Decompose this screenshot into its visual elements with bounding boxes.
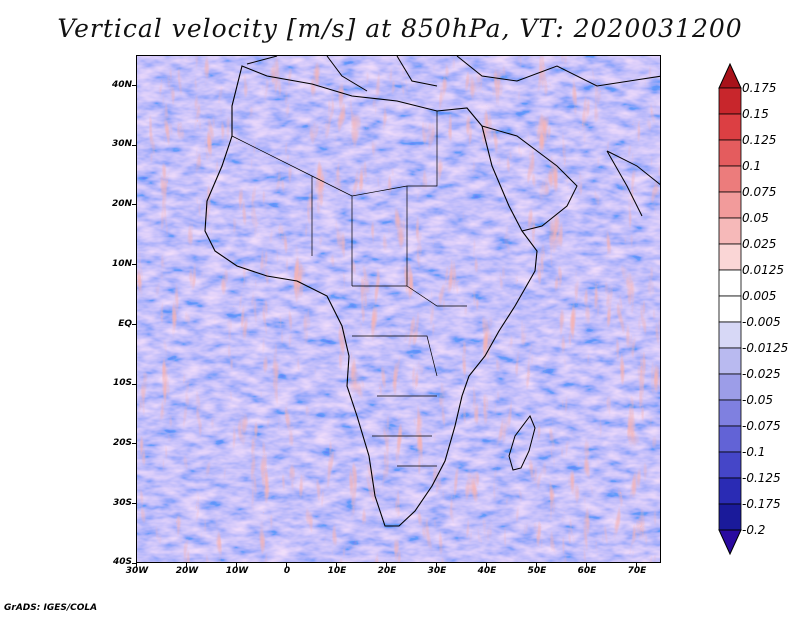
colorbar-label: 0.025 bbox=[742, 237, 777, 251]
lon-tick-mark bbox=[236, 563, 237, 567]
lat-tick-mark bbox=[132, 145, 136, 146]
colorbar-bin bbox=[718, 87, 742, 115]
lon-tick-mark bbox=[136, 563, 137, 567]
lon-tick-mark bbox=[336, 563, 337, 567]
vertical-velocity-field bbox=[137, 56, 660, 562]
lat-tick-mark bbox=[132, 264, 136, 265]
colorbar-bin bbox=[718, 399, 742, 427]
country-borders bbox=[231, 111, 467, 467]
lon-tick-mark bbox=[386, 563, 387, 567]
lon-tick-label: 20E bbox=[377, 566, 397, 576]
colorbar-label: -0.0125 bbox=[742, 341, 789, 355]
lon-tick-mark bbox=[586, 563, 587, 567]
colorbar-bin bbox=[718, 139, 742, 167]
lon-tick-mark bbox=[636, 563, 637, 567]
grads-credit: GrADS: IGES/COLA bbox=[4, 603, 98, 613]
lat-tick-mark bbox=[132, 204, 136, 205]
lat-tick-label: 20S bbox=[112, 438, 132, 448]
colorbar-bin bbox=[718, 321, 742, 349]
lat-tick-label: 40N bbox=[111, 80, 132, 90]
india-outline bbox=[606, 150, 660, 217]
map-title: Vertical velocity [m/s] at 850hPa, VT: 2… bbox=[57, 14, 743, 43]
lon-tick-label: 30E bbox=[427, 566, 447, 576]
colorbar-label: -0.005 bbox=[742, 315, 781, 329]
lat-tick-mark bbox=[132, 563, 136, 564]
colorbar-bin bbox=[718, 451, 742, 479]
lon-tick-label: 40E bbox=[477, 566, 497, 576]
colorbar-bin bbox=[718, 503, 742, 531]
colorbar-label: -0.2 bbox=[742, 523, 766, 537]
colorbar-label: 0.075 bbox=[742, 185, 777, 199]
colorbar-arrow-top bbox=[718, 62, 742, 89]
lon-tick-label: 60E bbox=[577, 566, 597, 576]
africa-coastline bbox=[204, 65, 538, 527]
madagascar-outline bbox=[508, 415, 536, 471]
colorbar-bin bbox=[718, 243, 742, 271]
lon-tick-label: 50E bbox=[527, 566, 547, 576]
colorbar-label: 0.125 bbox=[742, 133, 777, 147]
colorbar-bin bbox=[718, 217, 742, 245]
lat-tick-label: 20N bbox=[111, 199, 132, 209]
colorbar-label: 0.1 bbox=[742, 159, 762, 173]
colorbar-label: -0.125 bbox=[742, 471, 781, 485]
colorbar-label: 0.15 bbox=[742, 107, 769, 121]
lon-tick-mark bbox=[486, 563, 487, 567]
colorbar-label: -0.175 bbox=[742, 497, 781, 511]
europe-outline bbox=[246, 56, 660, 92]
colorbar-label: -0.075 bbox=[742, 419, 781, 433]
colorbar-bin bbox=[718, 269, 742, 297]
lon-tick-label: 0 bbox=[283, 566, 291, 576]
colorbar-label: 0.175 bbox=[742, 81, 777, 95]
colorbar-bin bbox=[718, 191, 742, 219]
lon-tick-mark bbox=[536, 563, 537, 567]
colorbar-arrow-bottom bbox=[718, 529, 742, 556]
map-plot-area bbox=[136, 55, 661, 563]
lat-tick-label: 10N bbox=[111, 259, 132, 269]
colorbar-bin bbox=[718, 477, 742, 505]
lon-tick-label: 30W bbox=[125, 566, 149, 576]
lon-tick-label: 20W bbox=[175, 566, 199, 576]
colorbar-label: -0.05 bbox=[742, 393, 774, 407]
lon-tick-mark bbox=[186, 563, 187, 567]
colorbar-bin bbox=[718, 373, 742, 401]
colorbar-bin bbox=[718, 295, 742, 323]
arabia-outline bbox=[481, 125, 578, 232]
colorbar-label: 0.0125 bbox=[742, 263, 784, 277]
lat-tick-label: EQ bbox=[118, 319, 132, 329]
lat-tick-label: 40S bbox=[112, 557, 132, 567]
lon-tick-label: 10E bbox=[327, 566, 347, 576]
lat-tick-label: 30S bbox=[112, 498, 132, 508]
lat-tick-mark bbox=[132, 443, 136, 444]
lat-tick-mark bbox=[132, 324, 136, 325]
colorbar bbox=[718, 62, 742, 556]
lon-tick-mark bbox=[286, 563, 287, 567]
colorbar-label: -0.1 bbox=[742, 445, 766, 459]
lat-tick-mark bbox=[132, 85, 136, 86]
lon-tick-mark bbox=[436, 563, 437, 567]
colorbar-label: 0.05 bbox=[742, 211, 769, 225]
lat-tick-mark bbox=[132, 384, 136, 385]
lon-tick-label: 70E bbox=[627, 566, 647, 576]
lat-tick-mark bbox=[132, 503, 136, 504]
lat-tick-label: 30N bbox=[111, 139, 132, 149]
colorbar-label: 0.005 bbox=[742, 289, 777, 303]
colorbar-bin bbox=[718, 425, 742, 453]
colorbar-bin bbox=[718, 347, 742, 375]
colorbar-bin bbox=[718, 165, 742, 193]
lon-tick-label: 10W bbox=[225, 566, 249, 576]
colorbar-label: -0.025 bbox=[742, 367, 781, 381]
colorbar-bin bbox=[718, 113, 742, 141]
lat-tick-label: 10S bbox=[112, 378, 132, 388]
